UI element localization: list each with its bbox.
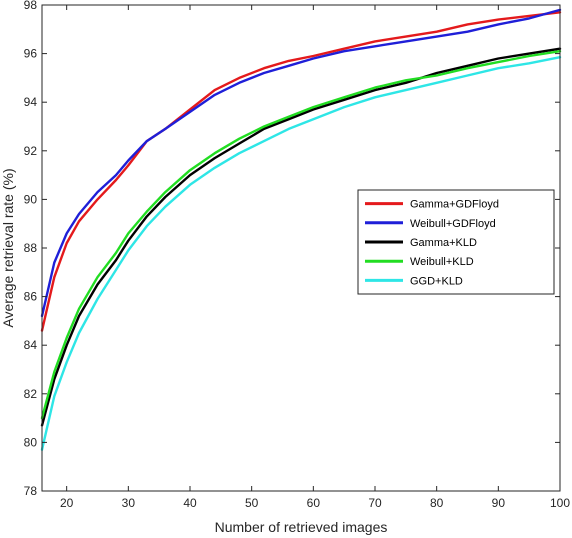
y-tick-label: 84	[24, 338, 38, 352]
x-axis-label: Number of retrieved images	[215, 519, 388, 535]
x-tick-label: 50	[245, 496, 259, 510]
x-tick-label: 20	[60, 496, 74, 510]
x-axis: 20 30 40 50 60 70 80 90 100	[60, 5, 570, 510]
y-tick-label: 82	[24, 387, 38, 401]
y-tick-label: 90	[24, 192, 38, 206]
x-tick-label: 40	[183, 496, 197, 510]
series-line-weibull-gdfloyd	[40, 8, 562, 318]
y-tick-label: 86	[24, 290, 38, 304]
legend-label: Gamma+KLD	[410, 237, 477, 249]
x-tick-label: 80	[430, 496, 444, 510]
x-tick-label: 100	[550, 496, 570, 510]
y-axis: 78 80 82 84 86 88 90 92 94 96 98	[24, 0, 560, 498]
series-line-ggd-kld	[40, 56, 562, 451]
x-tick-label: 90	[492, 496, 506, 510]
y-tick-label: 94	[24, 95, 38, 109]
series-line-gamma-kld	[40, 47, 562, 427]
series-line-gamma-gdfloyd	[40, 11, 562, 332]
legend-label: Gamma+GDFloyd	[410, 199, 499, 211]
y-tick-label: 96	[24, 47, 38, 61]
x-tick-label: 30	[122, 496, 136, 510]
series-layer	[40, 8, 562, 451]
y-tick-label: 88	[24, 241, 38, 255]
legend-label: GGD+KLD	[410, 275, 463, 287]
y-tick-label: 78	[24, 484, 38, 498]
y-tick-label: 98	[24, 0, 38, 12]
x-tick-label: 60	[307, 496, 321, 510]
legend-label: Weibull+KLD	[410, 256, 474, 268]
y-tick-label: 92	[24, 144, 38, 158]
y-axis-label: Average retrieval rate (%)	[0, 168, 16, 327]
x-tick-label: 70	[368, 496, 382, 510]
legend: Gamma+GDFloyd Weibull+GDFloyd Gamma+KLD Wei…	[357, 189, 555, 295]
y-tick-label: 80	[24, 435, 38, 449]
legend-label: Weibull+GDFloyd	[410, 218, 496, 230]
series-line-weibull-kld	[40, 50, 562, 420]
